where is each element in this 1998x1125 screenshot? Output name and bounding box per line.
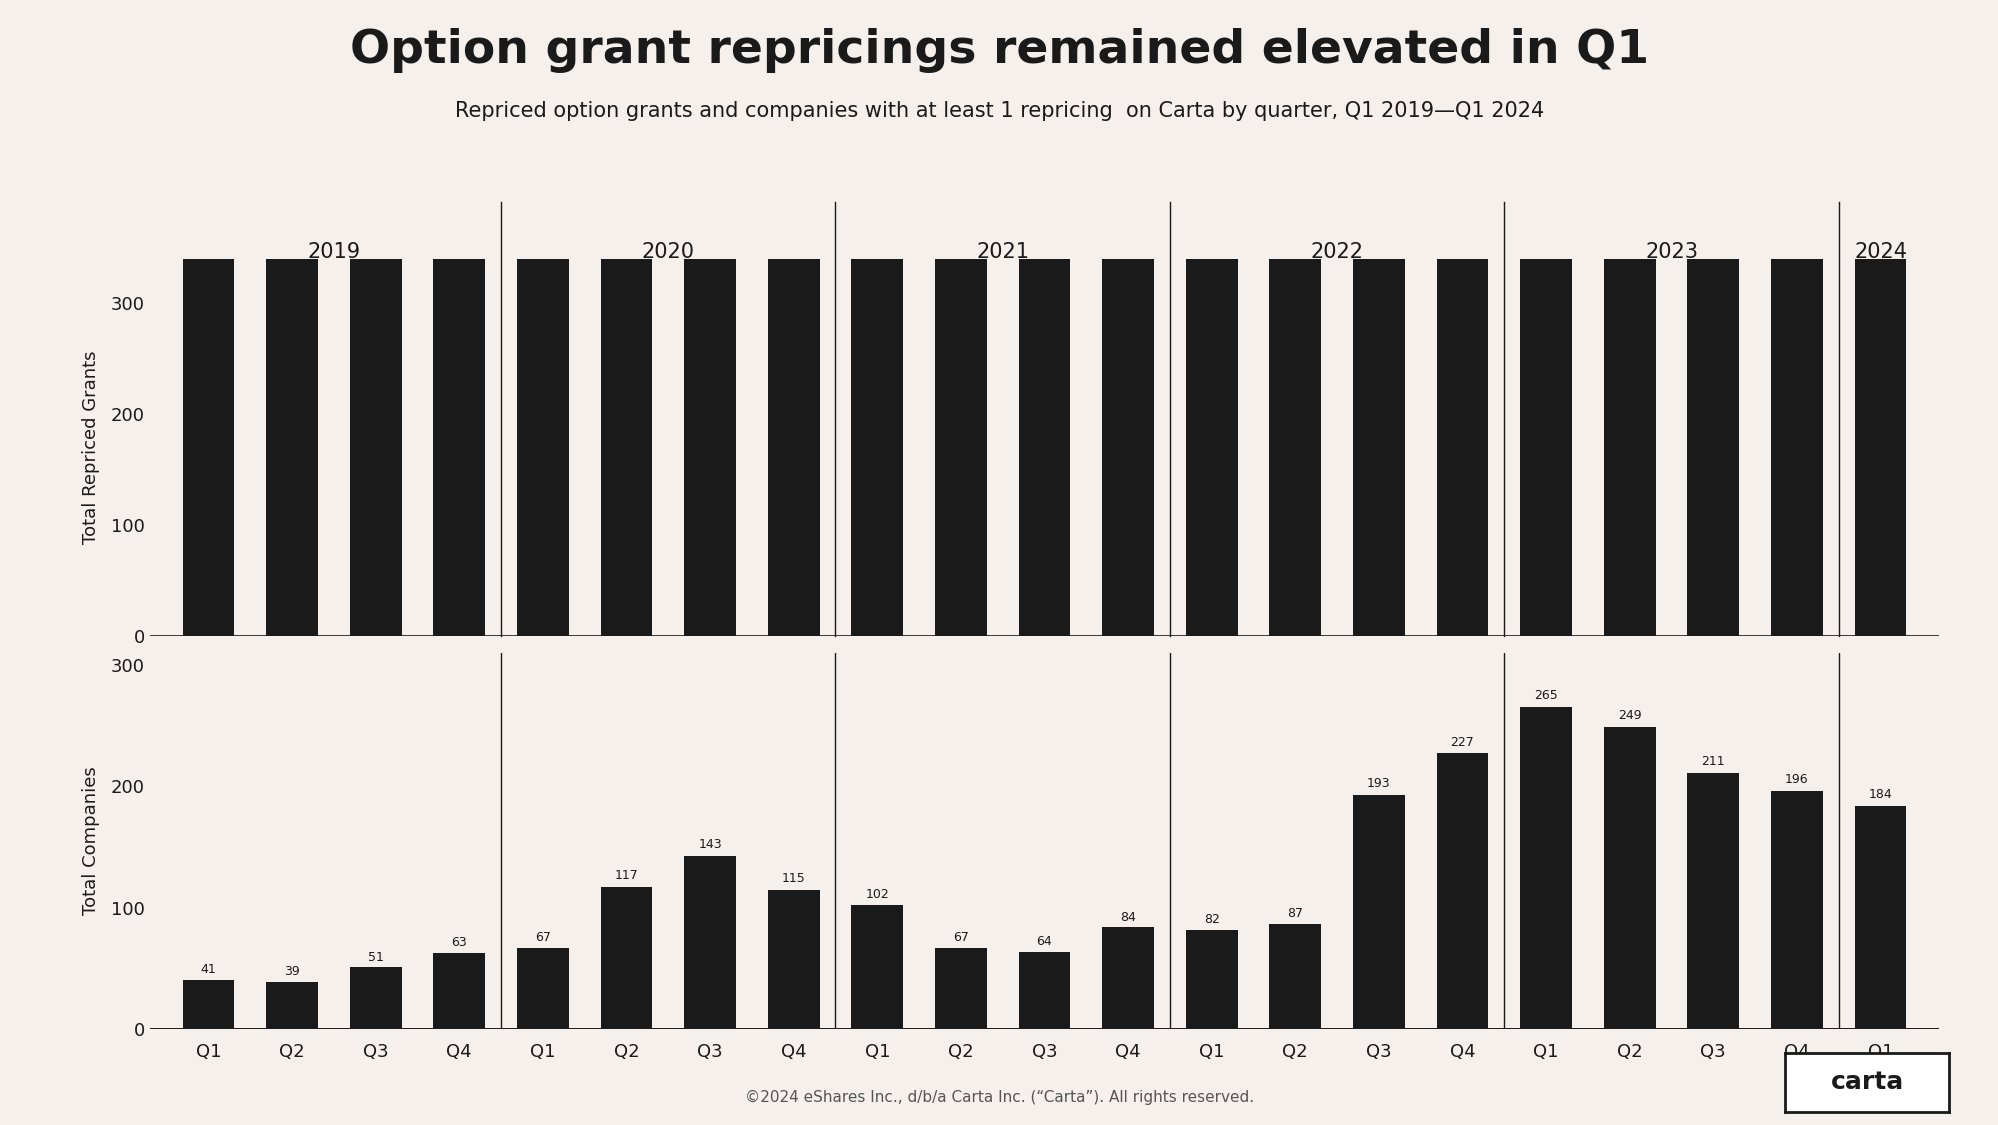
Text: 2019: 2019 <box>308 242 360 262</box>
Text: Option grant repricings remained elevated in Q1: Option grant repricings remained elevate… <box>350 28 1648 73</box>
Bar <box>1185 0 1237 636</box>
Text: 41: 41 <box>200 963 216 975</box>
Text: 117: 117 <box>613 870 637 882</box>
Text: 82: 82 <box>1203 914 1219 926</box>
Text: 67: 67 <box>535 932 551 944</box>
Bar <box>1518 708 1570 1029</box>
Bar <box>935 948 987 1029</box>
Bar <box>434 953 486 1029</box>
Bar <box>1602 727 1654 1029</box>
Text: 63: 63 <box>452 936 468 950</box>
Bar <box>1019 952 1069 1029</box>
Bar <box>767 890 819 1029</box>
Bar <box>1353 0 1405 636</box>
Text: 193: 193 <box>1367 777 1391 790</box>
Text: 39: 39 <box>284 965 300 979</box>
Text: 2023: 2023 <box>1644 242 1696 262</box>
Text: 64: 64 <box>1037 935 1051 948</box>
Bar <box>1602 0 1654 636</box>
Bar <box>683 0 735 636</box>
Bar <box>1185 929 1237 1029</box>
Text: Repriced option grants and companies with at least 1 repricing  on Carta by quar: Repriced option grants and companies wit… <box>456 101 1542 122</box>
Bar <box>1770 791 1822 1029</box>
Bar <box>683 855 735 1029</box>
Bar <box>935 0 987 636</box>
Bar <box>182 0 234 636</box>
Bar <box>851 0 903 636</box>
Text: 227: 227 <box>1451 736 1475 748</box>
Bar <box>1437 0 1489 636</box>
Text: carta: carta <box>1830 1070 1902 1095</box>
Bar <box>1269 924 1321 1029</box>
Bar <box>851 906 903 1029</box>
Bar <box>182 980 234 1029</box>
Text: 265: 265 <box>1532 690 1556 702</box>
Bar <box>767 0 819 636</box>
Bar <box>1101 0 1153 636</box>
Bar <box>599 0 651 636</box>
Text: 115: 115 <box>781 872 805 884</box>
Bar <box>1854 0 1906 636</box>
Bar <box>1101 927 1153 1029</box>
Y-axis label: Total Companies: Total Companies <box>82 766 100 916</box>
Bar <box>350 968 402 1029</box>
Text: 102: 102 <box>865 888 889 900</box>
Text: 249: 249 <box>1616 709 1640 722</box>
Bar <box>434 0 486 636</box>
Text: 51: 51 <box>368 951 384 964</box>
Text: ©2024 eShares Inc., d/b/a Carta Inc. (“Carta”). All rights reserved.: ©2024 eShares Inc., d/b/a Carta Inc. (“C… <box>745 1090 1253 1105</box>
Text: 87: 87 <box>1287 907 1303 920</box>
Bar <box>1686 773 1738 1029</box>
Bar <box>1437 754 1489 1029</box>
Bar <box>1518 0 1570 636</box>
Text: 184: 184 <box>1868 788 1892 801</box>
Bar <box>350 0 402 636</box>
Bar <box>517 948 569 1029</box>
Bar <box>1686 0 1738 636</box>
Bar <box>1019 0 1069 636</box>
Text: 84: 84 <box>1119 910 1135 924</box>
Text: 67: 67 <box>953 932 969 944</box>
Y-axis label: Total Repriced Grants: Total Repriced Grants <box>82 351 100 543</box>
Text: 2024: 2024 <box>1852 242 1906 262</box>
Text: 2020: 2020 <box>641 242 695 262</box>
Bar <box>599 888 651 1029</box>
Text: 196: 196 <box>1784 773 1808 786</box>
Bar <box>1269 0 1321 636</box>
Bar <box>1854 806 1906 1029</box>
Bar <box>1770 0 1822 636</box>
Text: 211: 211 <box>1700 755 1724 768</box>
Text: 2021: 2021 <box>975 242 1029 262</box>
Text: 143: 143 <box>697 838 721 850</box>
Bar <box>266 982 318 1029</box>
Text: 2022: 2022 <box>1311 242 1363 262</box>
Bar <box>517 0 569 636</box>
Bar <box>1353 794 1405 1029</box>
Bar <box>266 0 318 636</box>
